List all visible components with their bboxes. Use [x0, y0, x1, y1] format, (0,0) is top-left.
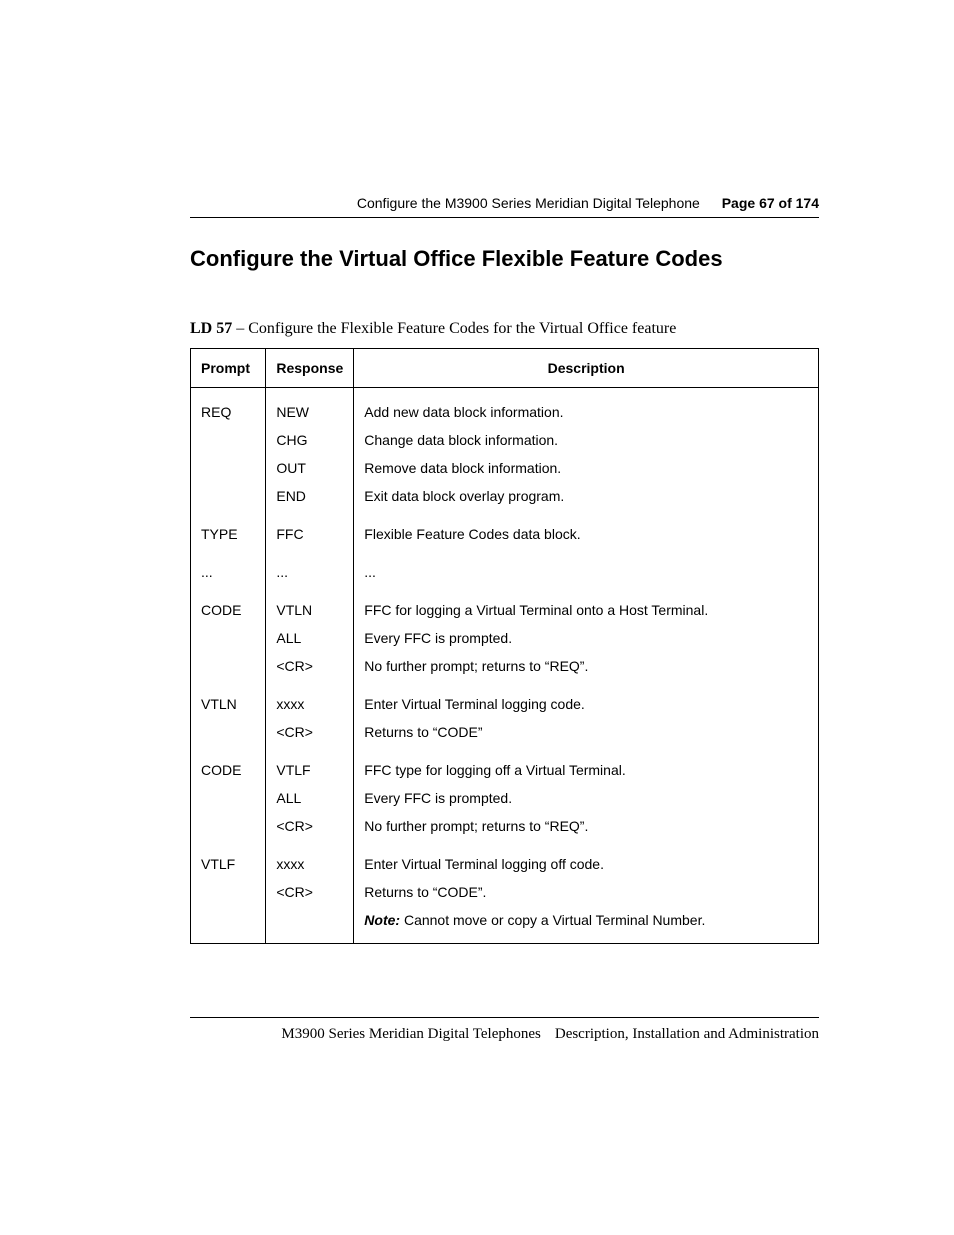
- table-row: CODEVTLFFFC type for logging off a Virtu…: [191, 746, 819, 784]
- cell-prompt: [191, 784, 266, 812]
- cell-prompt: ...: [191, 548, 266, 586]
- cell-response: ...: [266, 548, 354, 586]
- cell-description: Every FFC is prompted.: [354, 784, 819, 812]
- cell-response: VTLF: [266, 746, 354, 784]
- cell-response: ALL: [266, 624, 354, 652]
- page-number: Page 67 of 174: [722, 195, 819, 211]
- cell-response: FFC: [266, 510, 354, 548]
- cell-prompt: CODE: [191, 586, 266, 624]
- cell-response: <CR>: [266, 812, 354, 840]
- cell-description: FFC for logging a Virtual Terminal onto …: [354, 586, 819, 624]
- cell-prompt: [191, 718, 266, 746]
- cell-description: Add new data block information.: [354, 388, 819, 427]
- cell-response: OUT: [266, 454, 354, 482]
- cell-description: Change data block information.: [354, 426, 819, 454]
- cell-response: NEW: [266, 388, 354, 427]
- cell-prompt: [191, 454, 266, 482]
- table-row: <CR>Returns to “CODE”.: [191, 878, 819, 906]
- table-row: Note: Cannot move or copy a Virtual Term…: [191, 906, 819, 944]
- cell-prompt: [191, 906, 266, 944]
- document-page: Configure the M3900 Series Meridian Digi…: [0, 0, 954, 1235]
- footer-right: Description, Installation and Administra…: [555, 1026, 819, 1042]
- table-body: REQNEWAdd new data block information.CHG…: [191, 388, 819, 944]
- col-description: Description: [354, 349, 819, 388]
- table-header-row: Prompt Response Description: [191, 349, 819, 388]
- table-row: CHGChange data block information.: [191, 426, 819, 454]
- cell-response: xxxx: [266, 680, 354, 718]
- table-row: ENDExit data block overlay program.: [191, 482, 819, 510]
- cell-prompt: TYPE: [191, 510, 266, 548]
- table-row: REQNEWAdd new data block information.: [191, 388, 819, 427]
- caption-text: – Configure the Flexible Feature Codes f…: [232, 320, 676, 337]
- table-row: .........: [191, 548, 819, 586]
- cell-prompt: [191, 482, 266, 510]
- page-footer: M3900 Series Meridian Digital Telephones…: [190, 1017, 819, 1043]
- cell-response: <CR>: [266, 718, 354, 746]
- table-row: ALLEvery FFC is prompted.: [191, 624, 819, 652]
- caption-ld: LD 57: [190, 320, 232, 337]
- cell-prompt: [191, 652, 266, 680]
- footer-left: M3900 Series Meridian Digital Telephones: [281, 1026, 540, 1042]
- cell-description: Enter Virtual Terminal logging code.: [354, 680, 819, 718]
- cell-prompt: [191, 812, 266, 840]
- cell-response: <CR>: [266, 652, 354, 680]
- cell-description: Returns to “CODE”: [354, 718, 819, 746]
- cell-prompt: [191, 624, 266, 652]
- table-row: ALLEvery FFC is prompted.: [191, 784, 819, 812]
- section-title: Configure the Virtual Office Flexible Fe…: [190, 246, 819, 272]
- cell-response: [266, 906, 354, 944]
- table-row: CODEVTLNFFC for logging a Virtual Termin…: [191, 586, 819, 624]
- cell-description: Returns to “CODE”.: [354, 878, 819, 906]
- running-header: Configure the M3900 Series Meridian Digi…: [190, 195, 819, 218]
- note-label: Note:: [364, 912, 400, 928]
- cell-description: Enter Virtual Terminal logging off code.: [354, 840, 819, 878]
- table-row: OUTRemove data block information.: [191, 454, 819, 482]
- cell-prompt: [191, 426, 266, 454]
- cell-description: Every FFC is prompted.: [354, 624, 819, 652]
- cell-description: Exit data block overlay program.: [354, 482, 819, 510]
- col-prompt: Prompt: [191, 349, 266, 388]
- cell-response: <CR>: [266, 878, 354, 906]
- header-title: Configure the M3900 Series Meridian Digi…: [357, 195, 700, 211]
- cell-response: ALL: [266, 784, 354, 812]
- table-row: TYPEFFCFlexible Feature Codes data block…: [191, 510, 819, 548]
- table-row: <CR>No further prompt; returns to “REQ”.: [191, 812, 819, 840]
- ffc-table: Prompt Response Description REQNEWAdd ne…: [190, 348, 819, 944]
- cell-prompt: REQ: [191, 388, 266, 427]
- cell-description: ...: [354, 548, 819, 586]
- table-row: <CR>Returns to “CODE”: [191, 718, 819, 746]
- cell-response: CHG: [266, 426, 354, 454]
- cell-description: Note: Cannot move or copy a Virtual Term…: [354, 906, 819, 944]
- cell-description: FFC type for logging off a Virtual Termi…: [354, 746, 819, 784]
- cell-prompt: [191, 878, 266, 906]
- cell-prompt: VTLF: [191, 840, 266, 878]
- cell-response: END: [266, 482, 354, 510]
- cell-description: No further prompt; returns to “REQ”.: [354, 812, 819, 840]
- table-row: <CR>No further prompt; returns to “REQ”.: [191, 652, 819, 680]
- note-text: Cannot move or copy a Virtual Terminal N…: [400, 912, 705, 928]
- table-row: VTLNxxxxEnter Virtual Terminal logging c…: [191, 680, 819, 718]
- cell-description: No further prompt; returns to “REQ”.: [354, 652, 819, 680]
- cell-prompt: VTLN: [191, 680, 266, 718]
- cell-description: Remove data block information.: [354, 454, 819, 482]
- table-caption: LD 57 – Configure the Flexible Feature C…: [190, 320, 819, 338]
- cell-description: Flexible Feature Codes data block.: [354, 510, 819, 548]
- cell-prompt: CODE: [191, 746, 266, 784]
- cell-response: xxxx: [266, 840, 354, 878]
- col-response: Response: [266, 349, 354, 388]
- cell-response: VTLN: [266, 586, 354, 624]
- table-row: VTLFxxxxEnter Virtual Terminal logging o…: [191, 840, 819, 878]
